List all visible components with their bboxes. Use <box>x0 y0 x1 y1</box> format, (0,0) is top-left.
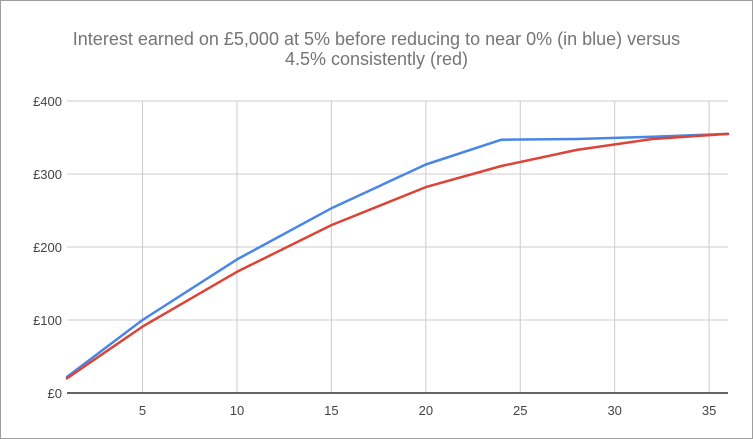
y-tick-label: £300 <box>33 167 62 182</box>
x-tick-label: 35 <box>702 403 716 418</box>
y-tick-label: £0 <box>48 386 62 401</box>
series-lines <box>65 132 730 380</box>
y-tick-label: £400 <box>33 94 62 109</box>
x-tick-label: 10 <box>230 403 244 418</box>
tick-labels: £0 £100 £200 £300 £400 5 10 15 20 25 30 35 <box>33 94 716 418</box>
x-tick-label: 5 <box>139 403 146 418</box>
x-tick-label: 25 <box>513 403 527 418</box>
y-tick-label: £100 <box>33 313 62 328</box>
gridlines <box>67 100 728 393</box>
chart-title-line-2: 4.5% consistently (red) <box>284 49 469 69</box>
y-tick-label: £200 <box>33 240 62 255</box>
series-line-2 <box>65 132 730 380</box>
chart-title: Interest earned on £5,000 at 5% before r… <box>21 29 732 69</box>
series-line-1 <box>65 132 730 379</box>
x-tick-label: 30 <box>607 403 621 418</box>
chart-title-line-1: Interest earned on £5,000 at 5% before r… <box>72 29 681 49</box>
x-tick-label: 15 <box>324 403 338 418</box>
x-tick-label: 20 <box>419 403 433 418</box>
